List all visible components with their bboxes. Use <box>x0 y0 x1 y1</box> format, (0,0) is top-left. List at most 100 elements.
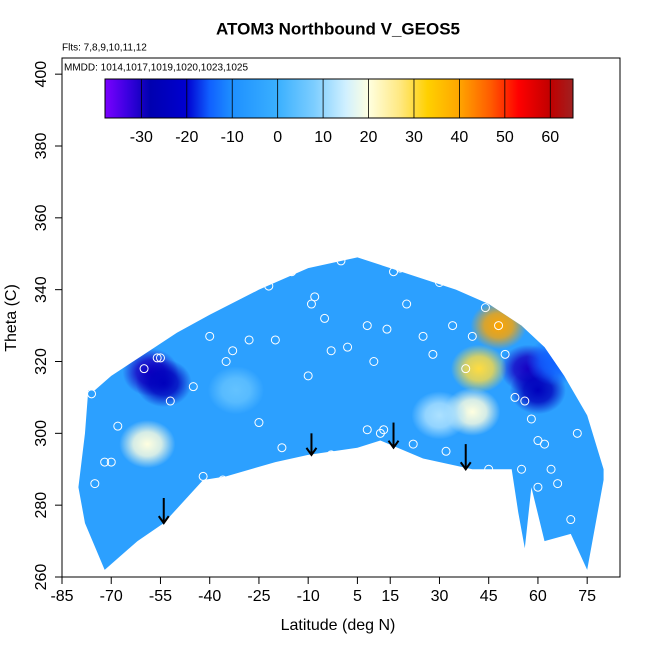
observation-point <box>277 443 287 453</box>
observation-point <box>480 303 490 313</box>
arrow-head <box>305 447 318 457</box>
observation-point <box>448 321 458 331</box>
observation-point <box>221 356 231 366</box>
observation-point <box>362 321 372 331</box>
field-feature <box>135 359 192 408</box>
observation-point <box>87 389 97 399</box>
colorbar-tick-label: -20 <box>175 129 198 146</box>
observation-point <box>540 439 550 449</box>
observation-point <box>510 392 520 402</box>
observation-point <box>287 267 297 277</box>
field-feature <box>450 344 507 393</box>
observation-point <box>553 479 563 489</box>
plot-frame <box>61 57 621 578</box>
observation-point <box>520 396 530 406</box>
observation-point <box>494 321 504 331</box>
observation-point <box>441 446 451 456</box>
observation-point <box>326 450 336 460</box>
observation-point <box>303 371 313 381</box>
observation-point <box>188 382 198 392</box>
field-feature <box>470 301 527 350</box>
colorbar-tick-label: 30 <box>405 129 423 146</box>
colorbar-tick-label: -10 <box>221 129 244 146</box>
x-tick-label: 75 <box>578 588 596 605</box>
observation-point <box>408 439 418 449</box>
observation-point <box>434 277 444 287</box>
observation-point <box>228 346 238 356</box>
observation-point <box>362 425 372 435</box>
observation-point <box>218 475 228 485</box>
observation-point <box>379 425 389 435</box>
observation-point <box>100 457 110 467</box>
x-tick-label: -25 <box>247 588 270 605</box>
field-feature <box>411 391 468 440</box>
observation-point <box>244 335 254 345</box>
observation-point <box>297 260 307 270</box>
observation-point <box>310 292 320 302</box>
y-axis-label: Theta (C) <box>3 284 20 352</box>
observation-point <box>369 356 379 366</box>
chart-title: ATOM3 Northbound V_GEOS5 <box>216 19 460 38</box>
observation-point <box>418 331 428 341</box>
arrow-head <box>459 461 472 471</box>
observation-point <box>270 335 280 345</box>
observation-point <box>205 331 215 341</box>
colorbar-tick-label: 20 <box>360 129 378 146</box>
observation-point <box>428 349 438 359</box>
observation-point <box>533 482 543 492</box>
annotation: Flts: 7,8,9,10,11,12 <box>62 43 147 54</box>
x-tick-label: -85 <box>50 588 73 605</box>
observation-point <box>165 396 175 406</box>
observation-point <box>526 414 536 424</box>
observation-point <box>90 479 100 489</box>
annotation: MMDD: 1014,1017,1019,1020,1023,1025 <box>64 63 248 74</box>
y-tick-label: 400 <box>33 61 50 88</box>
x-tick-label: -10 <box>297 588 320 605</box>
x-tick-label: 5 <box>353 588 362 605</box>
observation-point <box>306 299 316 309</box>
x-tick-label: 60 <box>529 588 547 605</box>
observation-point <box>155 353 165 363</box>
field-feature <box>119 420 176 469</box>
y-tick-label: 300 <box>33 420 50 447</box>
observation-point <box>461 364 471 374</box>
colorbar-tick-label: 50 <box>496 129 514 146</box>
x-tick-label: 45 <box>480 588 498 605</box>
observation-point <box>113 421 123 431</box>
x-tick-label: 30 <box>431 588 449 605</box>
x-tick-label: -70 <box>100 588 123 605</box>
arrow-head <box>157 515 170 525</box>
observation-point <box>93 568 103 578</box>
colorbar-tick-label: 0 <box>273 129 282 146</box>
observation-point <box>198 471 208 481</box>
y-tick-label: 260 <box>33 564 50 591</box>
observation-point <box>572 428 582 438</box>
x-axis-label: Latitude (deg N) <box>281 617 396 634</box>
y-tick-label: 280 <box>33 492 50 519</box>
x-tick-label: -55 <box>149 588 172 605</box>
observation-point <box>546 464 556 474</box>
observation-point <box>402 299 412 309</box>
arrow-head <box>387 440 400 450</box>
observation-point <box>484 464 494 474</box>
field-feature <box>207 366 264 415</box>
y-tick-label: 360 <box>33 204 50 231</box>
y-tick-label: 340 <box>33 276 50 303</box>
field-feature <box>526 337 583 386</box>
observation-point <box>106 457 116 467</box>
y-tick-label: 380 <box>33 133 50 160</box>
observation-point <box>500 349 510 359</box>
observation-point <box>566 515 576 525</box>
colorbar-tick-label: 60 <box>541 129 559 146</box>
observation-point <box>320 313 330 323</box>
observation-point <box>343 342 353 352</box>
observation-point <box>139 364 149 374</box>
field-area <box>78 257 604 570</box>
observation-point <box>326 346 336 356</box>
colorbar <box>104 78 574 119</box>
colorbar-tick-label: 10 <box>314 129 332 146</box>
colorbar-tick-label: -30 <box>130 129 153 146</box>
